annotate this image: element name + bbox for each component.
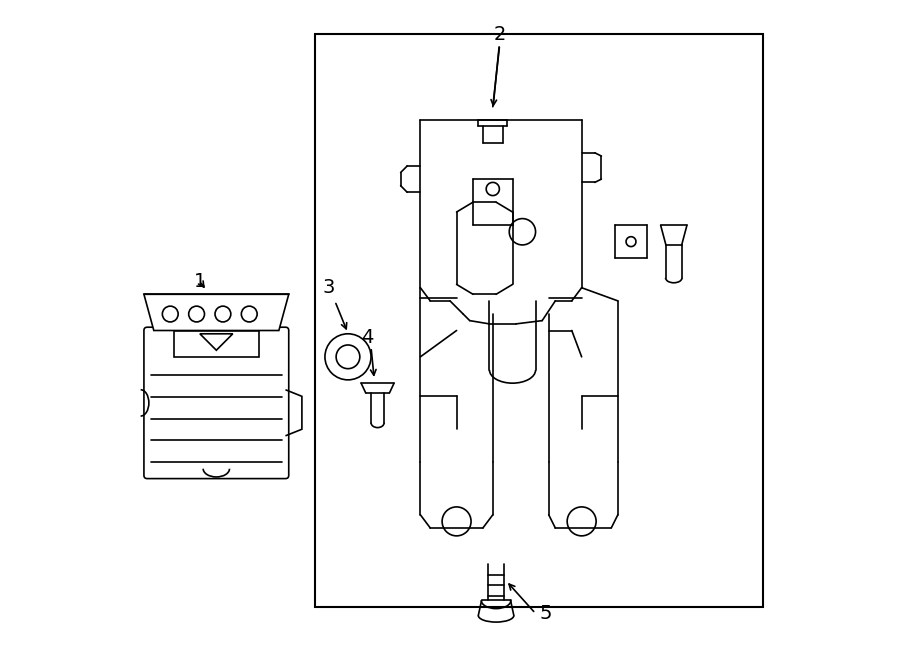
Circle shape [189, 306, 204, 322]
Circle shape [336, 345, 360, 369]
Text: 4: 4 [362, 328, 374, 346]
Polygon shape [200, 334, 233, 350]
Circle shape [442, 507, 471, 536]
Circle shape [241, 306, 257, 322]
Polygon shape [144, 294, 289, 330]
Text: 5: 5 [539, 604, 552, 623]
Text: 3: 3 [322, 278, 335, 297]
Circle shape [325, 334, 371, 380]
Text: 2: 2 [493, 25, 506, 44]
Polygon shape [174, 330, 259, 357]
Circle shape [509, 219, 536, 245]
Circle shape [162, 306, 178, 322]
Circle shape [215, 306, 230, 322]
Circle shape [567, 507, 596, 536]
FancyBboxPatch shape [144, 327, 289, 479]
Text: 1: 1 [194, 272, 206, 291]
Bar [315, 34, 762, 607]
